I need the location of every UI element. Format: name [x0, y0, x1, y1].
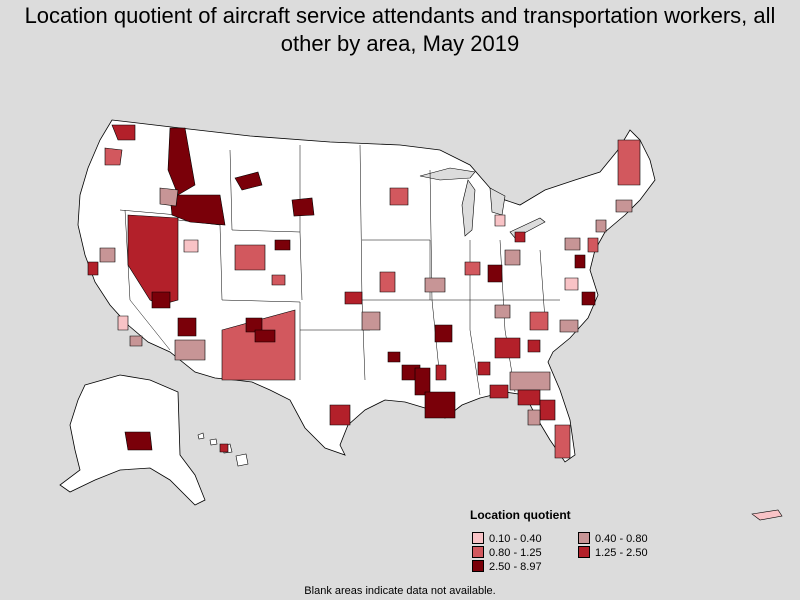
- area-ca-bay: [87, 261, 99, 276]
- area-me: [617, 139, 641, 186]
- area-fl-tampa: [527, 409, 541, 426]
- footnote: Blank areas indicate data not available.: [304, 585, 496, 597]
- legend-label: 0.80 - 1.25: [489, 547, 542, 559]
- area-colorado-se: [271, 274, 286, 286]
- area-nv-vegas: [151, 291, 171, 309]
- area-ny: [595, 219, 607, 233]
- area-az-phoenix: [177, 317, 197, 337]
- area-az-tucson: [174, 339, 206, 361]
- legend-swatch: [578, 546, 590, 558]
- area-mi-east: [514, 231, 526, 243]
- area-hi: [219, 443, 229, 453]
- area-colorado: [234, 244, 266, 271]
- area-fl-jax: [517, 389, 541, 406]
- area-pa: [564, 237, 581, 251]
- area-ks: [344, 291, 363, 305]
- legend: Location quotient 0.10 - 0.40 0.40 - 0.8…: [470, 508, 670, 578]
- area-mo: [424, 277, 446, 293]
- area-nj: [587, 237, 599, 253]
- area-nc-2: [559, 319, 579, 333]
- area-fl-orl: [539, 399, 556, 421]
- area-va: [564, 277, 579, 291]
- map-title: Location quotient of aircraft service at…: [24, 3, 776, 56]
- area-ar: [387, 351, 401, 363]
- area-ok: [361, 311, 381, 331]
- area-utah: [183, 239, 199, 253]
- area-idaho-north: [167, 127, 196, 196]
- area-fl-south: [554, 424, 571, 459]
- area-idaho-east: [159, 187, 179, 207]
- legend-item: 1.25 - 2.50: [578, 546, 648, 559]
- lake-michigan: [461, 179, 476, 237]
- area-nm: [221, 309, 296, 381]
- area-al: [477, 361, 491, 376]
- area-ga-se: [509, 371, 551, 391]
- area-wyoming: [291, 197, 315, 217]
- legend-swatch: [472, 560, 484, 572]
- area-ca-north: [99, 247, 116, 263]
- area-ms-2: [435, 364, 447, 381]
- legend-item: 2.50 - 8.97: [472, 560, 542, 573]
- area-oregon-north: [104, 147, 123, 166]
- area-washington: [111, 124, 136, 141]
- area-montana-sw: [234, 171, 263, 191]
- area-tn-memphis: [434, 324, 453, 343]
- legend-swatch: [472, 546, 484, 558]
- area-ca-la: [117, 315, 129, 331]
- legend-title: Location quotient: [470, 508, 571, 522]
- area-in: [487, 264, 503, 283]
- area-tx-austin: [329, 404, 351, 426]
- state-borders: [119, 127, 560, 396]
- puerto-rico: [751, 509, 783, 521]
- area-va-east: [581, 291, 596, 306]
- legend-swatch: [578, 532, 590, 544]
- legend-swatch: [472, 532, 484, 544]
- area-ak-anchorage: [124, 431, 153, 451]
- legend-label: 1.25 - 2.50: [595, 547, 648, 559]
- legend-item: 0.40 - 0.80: [578, 532, 648, 545]
- area-ga-atl: [494, 337, 521, 359]
- area-ma: [615, 199, 633, 213]
- area-ky: [494, 304, 511, 319]
- area-ia: [379, 271, 396, 293]
- area-wy-se: [274, 239, 291, 251]
- area-ms: [414, 367, 431, 396]
- legend-item: 0.10 - 0.40: [472, 532, 542, 545]
- legend-item: 0.80 - 1.25: [472, 546, 542, 559]
- lake-huron: [489, 187, 506, 216]
- legend-label: 0.10 - 0.40: [489, 533, 542, 545]
- area-oh: [504, 249, 521, 266]
- shaded-areas: [87, 124, 641, 459]
- area-nm-abq: [254, 329, 276, 343]
- area-mn: [389, 187, 409, 206]
- area-fl-pan: [489, 384, 509, 399]
- area-la-south: [424, 391, 456, 419]
- area-il: [464, 261, 481, 276]
- area-ca-sd: [129, 335, 143, 347]
- area-nc: [529, 311, 549, 331]
- lake-superior: [419, 167, 476, 181]
- legend-label: 0.40 - 0.80: [595, 533, 648, 545]
- area-dc: [574, 254, 586, 269]
- area-idaho-south: [169, 194, 226, 226]
- area-sc: [527, 339, 541, 353]
- area-mi: [494, 214, 506, 227]
- legend-label: 2.50 - 8.97: [489, 561, 542, 573]
